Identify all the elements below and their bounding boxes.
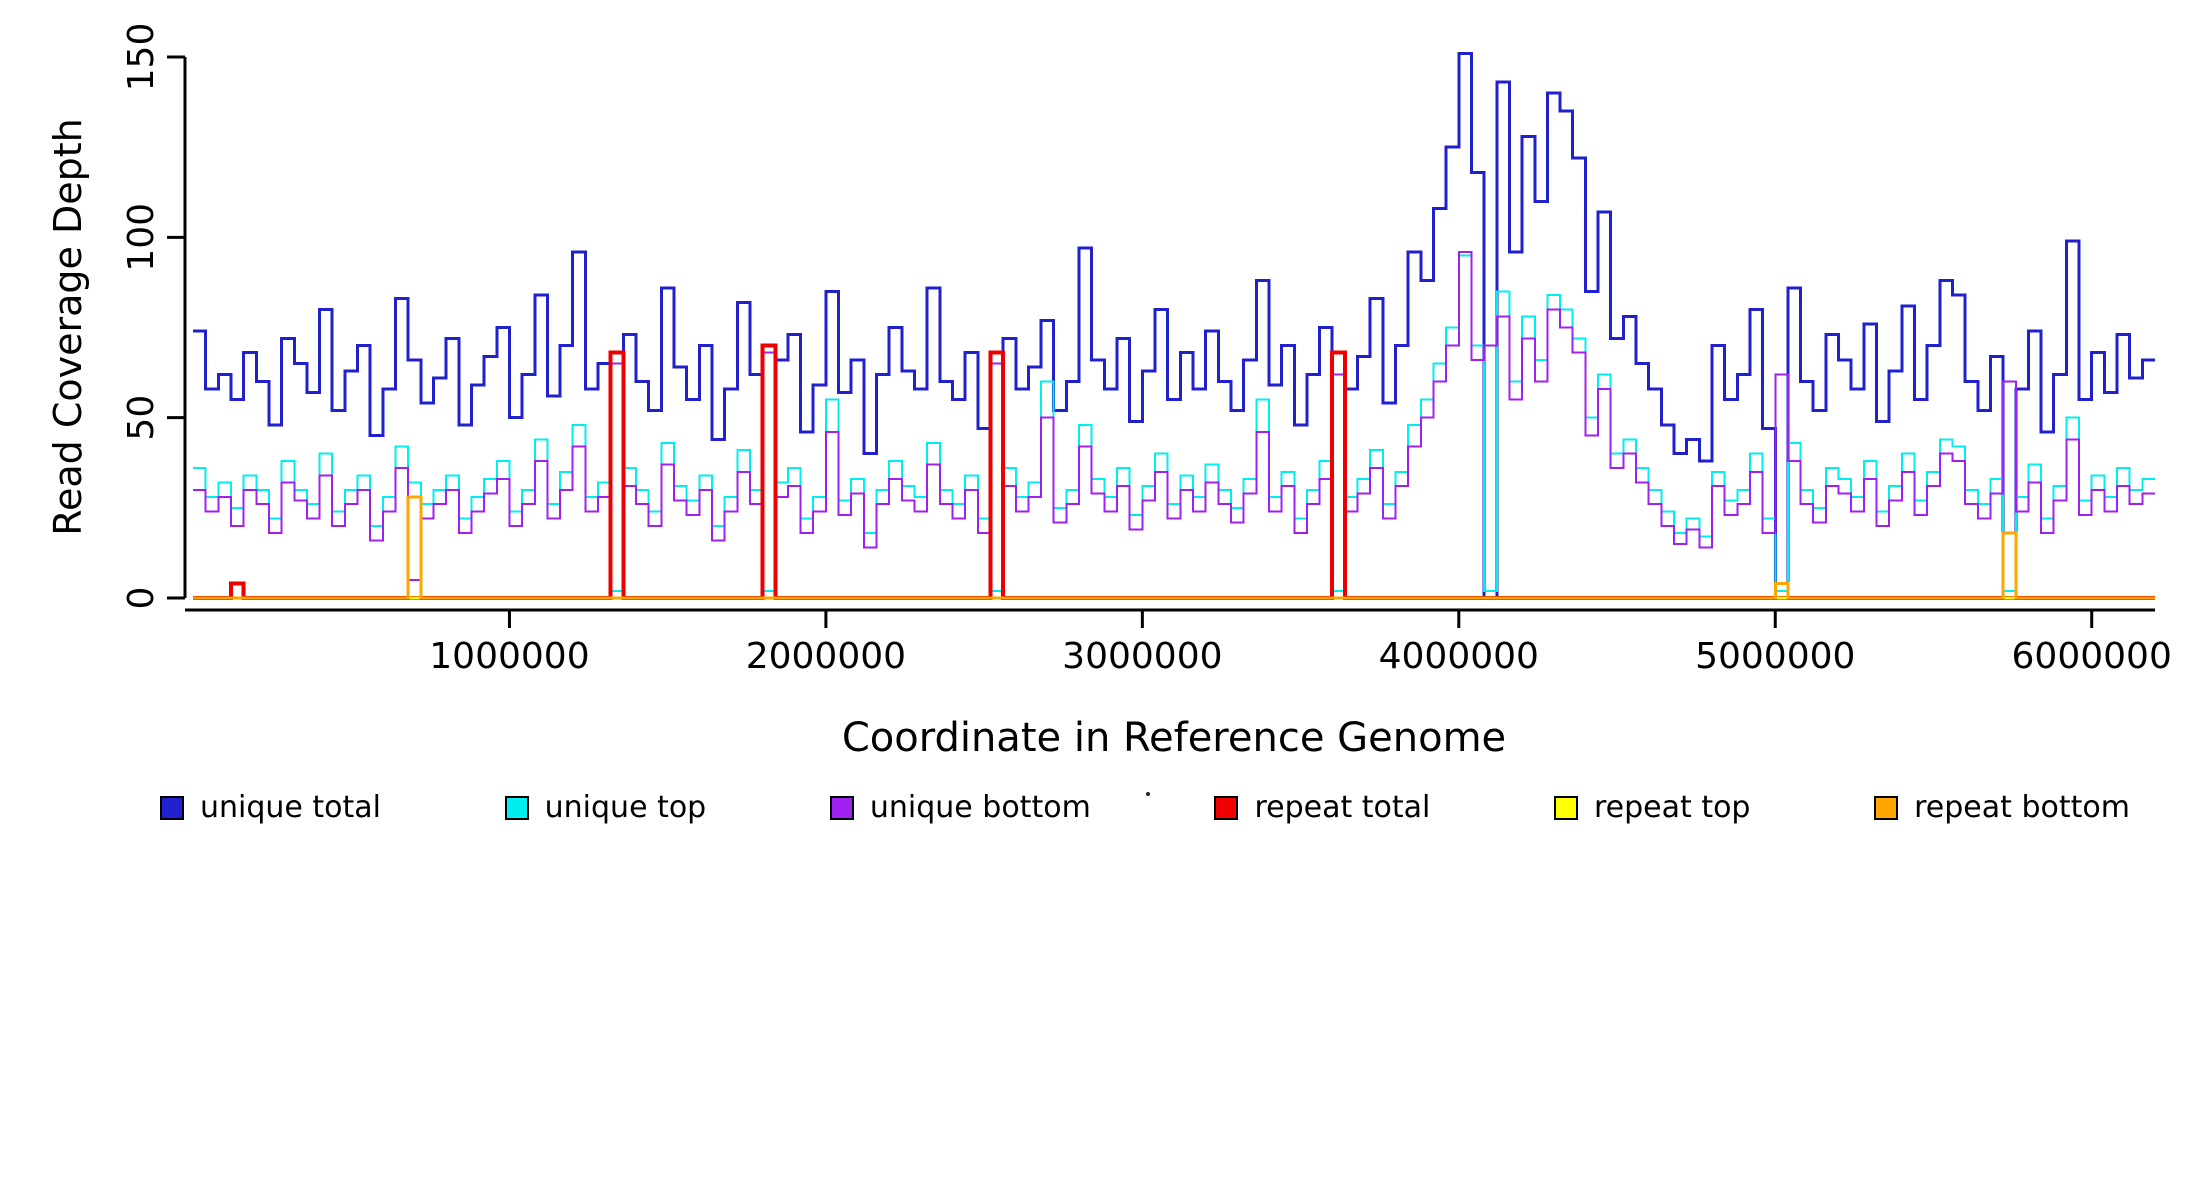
legend-swatch-unique-total xyxy=(160,795,184,820)
legend-item-repeat-total: repeat total xyxy=(1214,790,1430,825)
stray-dot-mark xyxy=(1146,792,1150,796)
legend-swatch-unique-bottom xyxy=(829,795,854,820)
legend-label-unique-top: unique top xyxy=(544,790,707,825)
legend-label-repeat-bottom: repeat bottom xyxy=(1914,790,2130,825)
svg-text:4000000: 4000000 xyxy=(1379,636,1539,677)
legend-label-unique-total: unique total xyxy=(200,790,382,825)
legend-label-repeat-top: repeat top xyxy=(1594,790,1751,825)
legend-item-unique-total: unique total xyxy=(160,790,381,825)
legend-swatch-repeat-bottom xyxy=(1874,795,1899,820)
svg-text:50: 50 xyxy=(121,395,162,441)
svg-text:6000000: 6000000 xyxy=(2012,636,2172,677)
legend-label-repeat-total: repeat total xyxy=(1254,790,1431,825)
svg-text:3000000: 3000000 xyxy=(1062,636,1222,677)
svg-text:150: 150 xyxy=(121,23,162,92)
legend-item-repeat-bottom: repeat bottom xyxy=(1874,790,2130,825)
legend-label-unique-bottom: unique bottom xyxy=(869,790,1091,825)
legend-item-repeat-top: repeat top xyxy=(1554,790,1750,825)
legend: unique total unique top unique bottom re… xyxy=(160,790,2130,825)
svg-text:5000000: 5000000 xyxy=(1695,636,1855,677)
legend-swatch-unique-top xyxy=(504,795,529,820)
svg-text:100: 100 xyxy=(121,203,162,272)
svg-text:2000000: 2000000 xyxy=(746,636,906,677)
legend-swatch-repeat-total xyxy=(1214,795,1239,820)
svg-text:1000000: 1000000 xyxy=(429,636,589,677)
legend-item-unique-top: unique top xyxy=(504,790,707,825)
legend-swatch-repeat-top xyxy=(1554,795,1578,820)
svg-text:0: 0 xyxy=(121,587,162,610)
y-axis-label: Read Coverage Depth xyxy=(46,118,90,536)
x-axis-label: Coordinate in Reference Genome xyxy=(841,715,1507,761)
legend-item-unique-bottom: unique bottom xyxy=(829,790,1091,825)
